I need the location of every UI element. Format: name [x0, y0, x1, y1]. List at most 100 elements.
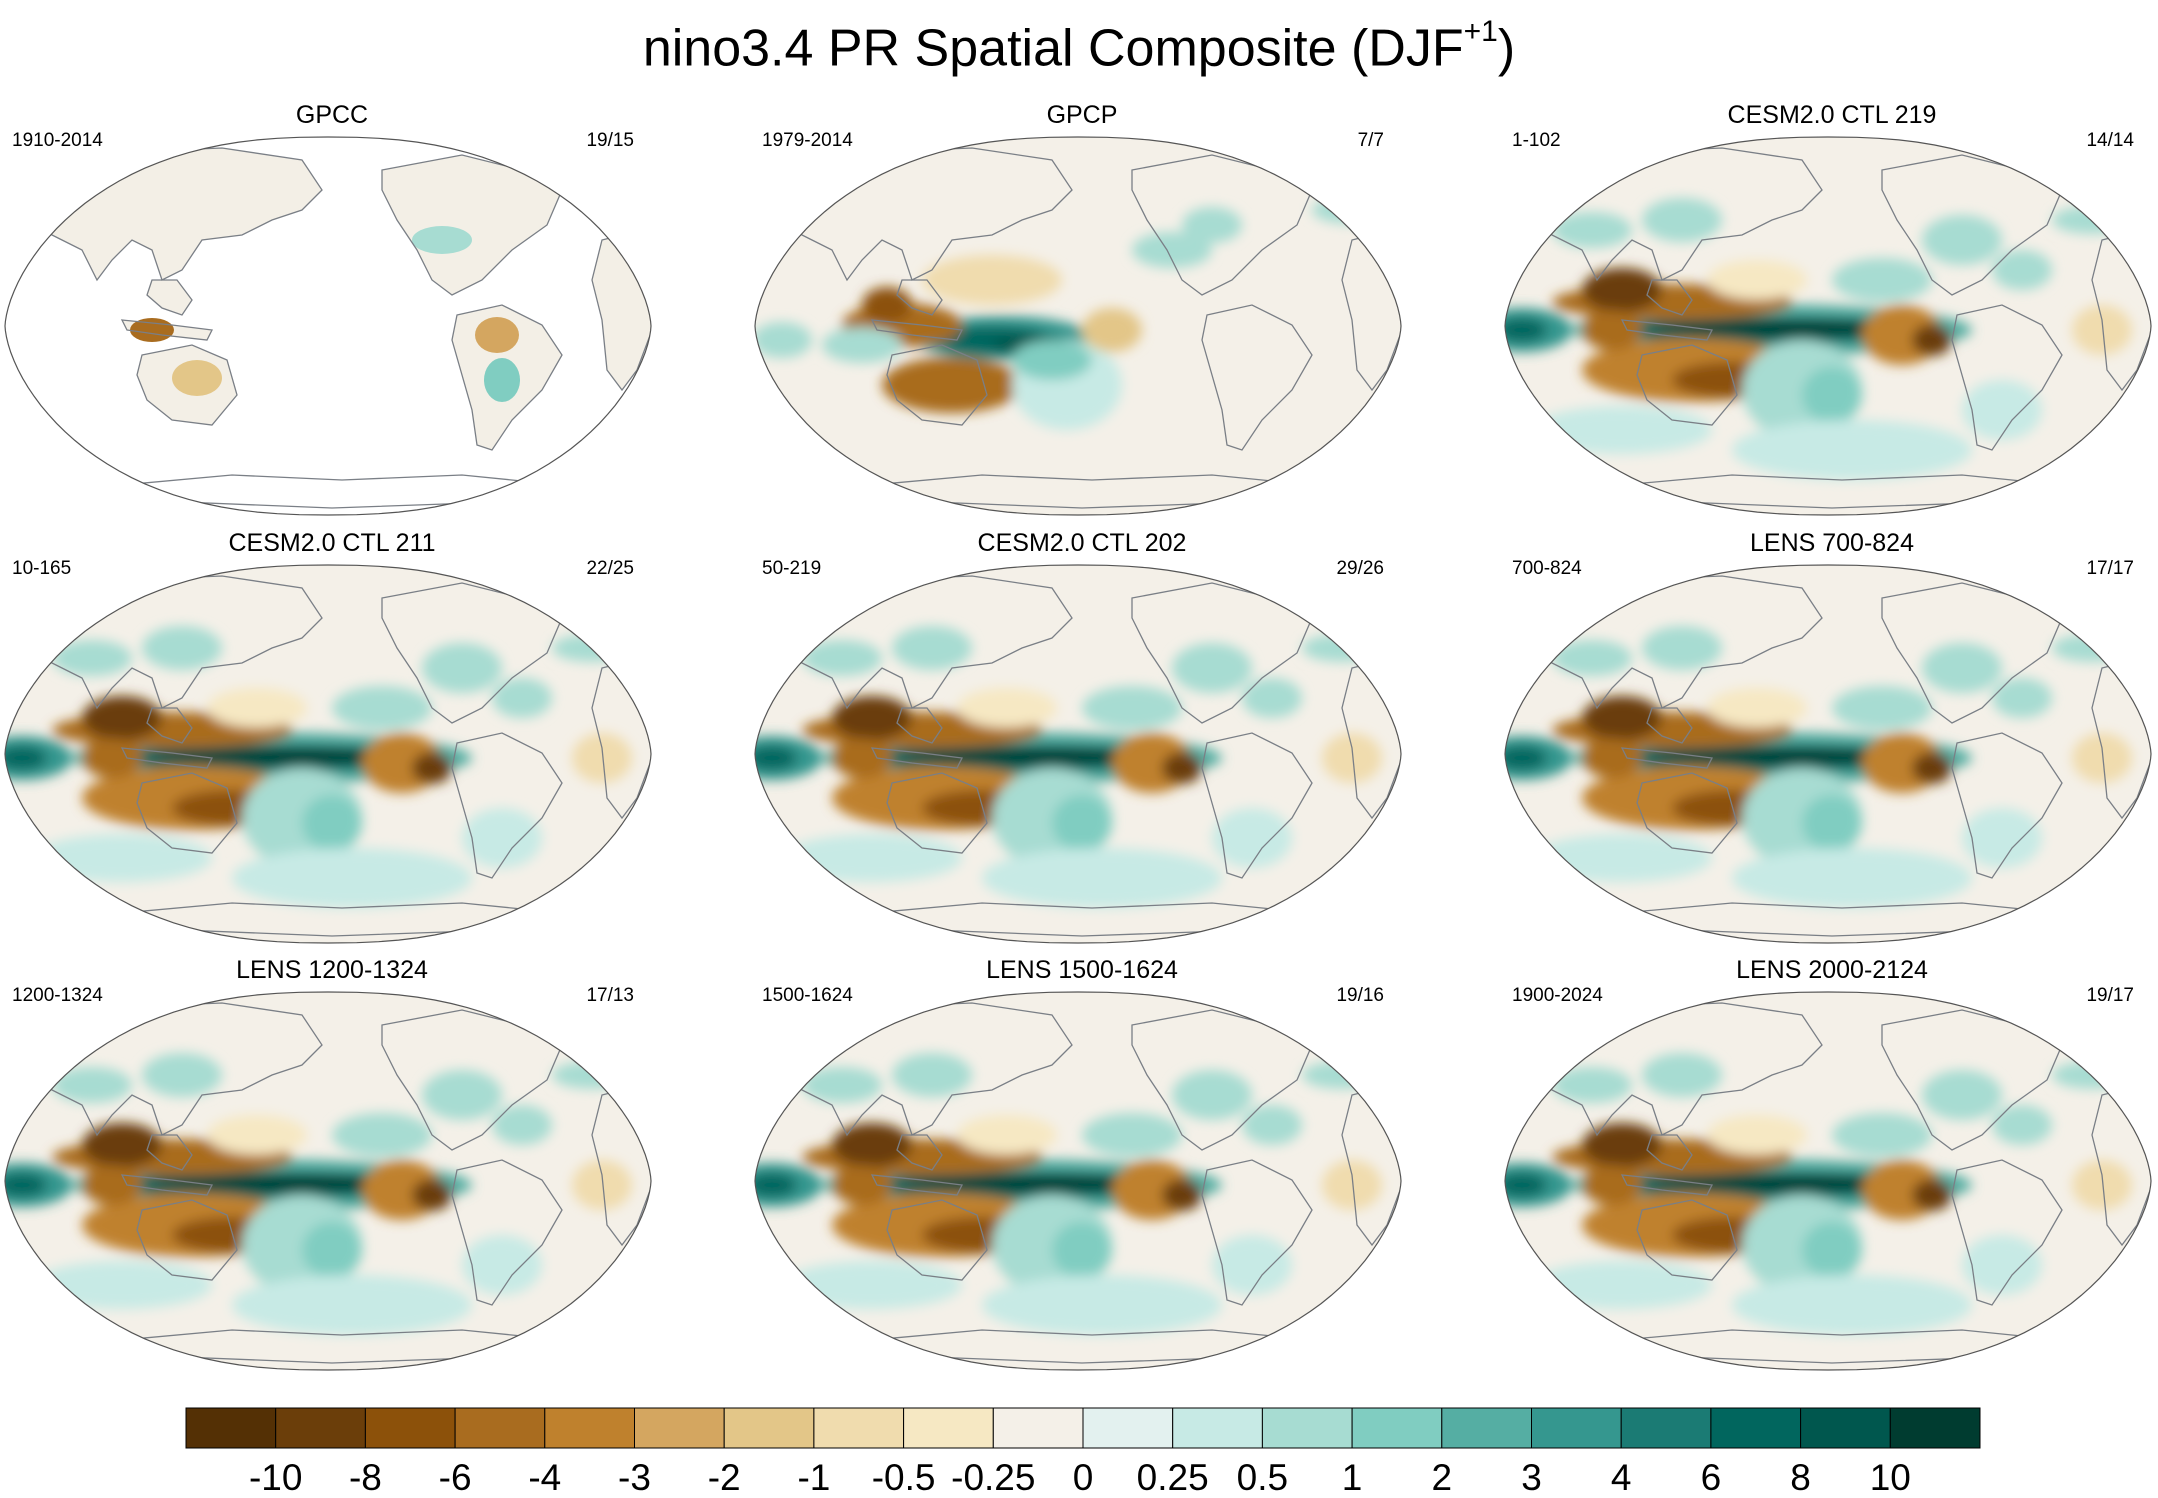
anomaly-blob [232, 848, 472, 908]
coast-seasia [146, 1134, 193, 1171]
anomaly-blob [5, 1173, 47, 1197]
map-lens-1500-1624 [754, 991, 1402, 1371]
anomaly-blob [1912, 324, 1952, 356]
map-lens-1200-1324 [4, 991, 652, 1371]
anomaly-blob [1707, 688, 1807, 728]
colorbar-tick-label: -0.25 [951, 1457, 1036, 1498]
anomaly-blob [152, 1176, 412, 1190]
anomaly-layer [1505, 626, 2132, 908]
anomaly-blob [572, 733, 632, 783]
panel-title: CESM2.0 CTL 219 [1727, 101, 1937, 129]
map-field [1505, 565, 2151, 943]
map-cesm-ctl-211 [4, 564, 652, 944]
coast-asia [1541, 1002, 1823, 1137]
coast-seasia [896, 707, 943, 744]
coast-asia [1541, 575, 1823, 710]
coast-seasia [146, 707, 193, 744]
anomaly-blob [1912, 752, 1952, 784]
colorbar-box [1082, 1407, 1174, 1449]
panel-title: LENS 1500-1624 [986, 956, 1178, 984]
anomaly-blob [1212, 808, 1292, 868]
anomaly-blob [332, 1113, 432, 1157]
anomaly-blob [207, 1115, 307, 1155]
colorbar-box [275, 1407, 366, 1449]
panel-title: CESM2.0 CTL 211 [228, 529, 436, 557]
anomaly-blob [1302, 634, 1382, 662]
anomaly-blob [1505, 1173, 1547, 1197]
coast-austr [1636, 772, 1738, 854]
anomaly-blob [1162, 1179, 1202, 1211]
anomaly-blob [1802, 795, 1862, 851]
anomaly-blob [2052, 634, 2132, 662]
coast-austr [886, 1199, 988, 1281]
coast-seasia [896, 279, 943, 316]
anomaly-blob [902, 749, 1162, 763]
colorbar-tick-label: 6 [1700, 1457, 1722, 1498]
anomaly-blob [922, 255, 1062, 305]
anomaly-blob [1242, 1105, 1302, 1145]
colorbar-box [185, 1407, 277, 1449]
map-outline [754, 136, 1402, 516]
panel-cesm-ctl-211: CESM2.0 CTL 211 10-165 22/25 [2, 528, 662, 946]
map-outline [1504, 991, 2152, 1371]
colorbar-box [454, 1407, 546, 1449]
coast-indo [120, 747, 213, 769]
anomaly-blob [1532, 834, 1712, 882]
anomaly-blob [1802, 1222, 1862, 1278]
anomaly-blob [1642, 1053, 1722, 1097]
anomaly-blob [1652, 749, 1912, 763]
coast-seasia [146, 279, 193, 316]
panel-gpcc: GPCC 1910-2014 19/15 [2, 100, 662, 518]
coast-samer [1951, 732, 2063, 879]
anomaly-blob [422, 643, 502, 693]
coast-austr [886, 344, 988, 426]
coast-asia [41, 575, 323, 710]
coast-austr [1636, 344, 1738, 426]
anomaly-blob [142, 626, 222, 670]
coast-indo [1620, 747, 1713, 769]
coast-samer [1951, 304, 2063, 451]
anomaly-blob [82, 738, 142, 778]
coast-austr [1636, 1199, 1738, 1281]
anomaly-patch [484, 358, 520, 402]
anomaly-blob [892, 626, 972, 670]
anomaly-blob [882, 357, 1022, 413]
anomaly-blob [5, 746, 47, 770]
coast-seasia [1646, 279, 1693, 316]
map-cesm-ctl-219 [1504, 136, 2152, 516]
anomaly-blob [302, 1222, 362, 1278]
anomaly-blob [1732, 1275, 1972, 1335]
anomaly-blob [1992, 678, 2052, 718]
map-gpcc [4, 136, 652, 516]
colorbar-box [1531, 1407, 1622, 1449]
colorbar-box [1800, 1407, 1891, 1449]
anomaly-blob [207, 688, 307, 728]
anomaly-blob [1832, 1113, 1932, 1157]
panel-title: LENS 2000-2124 [1736, 956, 1928, 984]
anomaly-blob [982, 848, 1222, 908]
colorbar-tick-label: 3 [1521, 1457, 1542, 1498]
coast-indo [870, 747, 963, 769]
anomaly-blob [1582, 1165, 1642, 1205]
anomaly-blob [755, 1173, 797, 1197]
anomaly-blob [302, 795, 362, 851]
anomaly-blob [1922, 215, 2002, 265]
panel-period: 1900-2024 [1512, 985, 1603, 1006]
colorbar-tick-label: 0.25 [1136, 1457, 1209, 1498]
anomaly-blob [782, 1261, 962, 1309]
anomaly-blob [1707, 1115, 1807, 1155]
anomaly-blob [2072, 1160, 2132, 1210]
anomaly-blob [52, 1067, 132, 1103]
anomaly-blob [1505, 318, 1547, 342]
anomaly-blob [1182, 207, 1242, 243]
anomaly-blob [1642, 198, 1722, 242]
anomaly-blob [822, 327, 902, 363]
anomaly-blob [1532, 406, 1712, 454]
anomaly-blob [1922, 643, 2002, 693]
coast-europe [11, 602, 53, 669]
coast-samer [451, 304, 563, 451]
anomaly-blob [1552, 640, 1632, 676]
anomaly-blob [1082, 1113, 1182, 1157]
anomaly-blob [142, 1053, 222, 1097]
coast-europe [761, 174, 803, 241]
